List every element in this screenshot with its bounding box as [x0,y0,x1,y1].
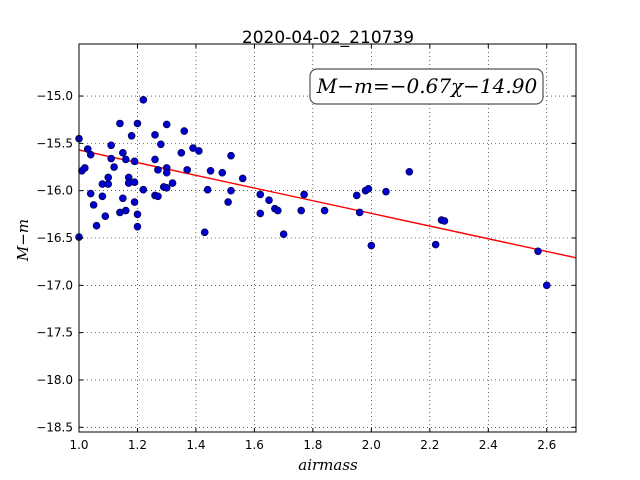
x-tick-label: 1.6 [245,438,264,452]
fit-line-group [78,149,577,259]
y-tick-label: −18.5 [36,420,73,434]
data-point [154,166,162,174]
data-point [104,173,113,182]
data-point [162,184,171,192]
data-point [107,154,115,163]
data-point [367,241,376,250]
data-point [352,191,361,200]
data-point [104,180,113,188]
data-point [177,149,186,157]
fit-line [78,149,577,259]
y-tick-label: −16.5 [36,231,73,245]
data-point [89,201,98,209]
x-tick-label: 1.4 [186,438,205,452]
x-tick-label: 1.8 [303,438,322,452]
data-point [154,192,162,201]
data-point [139,185,148,194]
data-point [279,230,288,239]
data-point [119,149,127,157]
data-point [227,151,235,160]
data-point [256,209,265,218]
data-point [162,168,171,177]
data-point [151,155,159,164]
data-point [168,179,177,187]
x-tick-label: 2.6 [537,438,556,452]
x-axis-label: airmass [298,456,358,474]
fit-equation: M−m=−0.67χ−14.90 [316,74,538,98]
data-point [116,119,124,128]
data-point [218,168,227,177]
data-point [133,119,142,128]
chart-title: 2020-04-02_210739 [242,28,414,48]
data-point [200,228,209,237]
data-point [127,131,136,140]
data-point [157,140,165,149]
data-point [206,167,215,175]
y-axis-label: M−m [14,219,32,262]
data-point [121,155,130,164]
data-point [440,217,449,225]
data-point [107,141,115,150]
data-point [98,192,107,201]
y-tick-label: −15.0 [36,89,73,103]
data-point [273,206,282,215]
data-point [224,198,232,206]
data-points [75,96,551,290]
data-point [195,147,203,155]
x-tick-label: 2.2 [420,438,439,452]
data-point [180,127,189,135]
data-point [364,184,373,193]
data-point [81,164,89,172]
data-point [86,189,95,198]
data-point [542,281,551,290]
data-point [86,150,95,159]
data-point [183,166,191,174]
ticks: 1.0 1.2 1.4 1.6 1.8 2.0 2.2 2.4 2.6 −15.0 −15.5 −16… [36,44,576,452]
data-point [431,240,440,249]
data-point [203,185,212,194]
data-point [238,174,247,183]
data-point [297,206,305,215]
data-point [133,210,142,219]
x-tick-label: 1.2 [128,438,147,452]
data-point [133,222,142,231]
data-point [355,208,364,217]
data-point [320,206,329,215]
data-point [227,186,235,195]
data-point [162,120,171,129]
data-point [130,157,139,166]
y-tick-label: −16.0 [36,184,73,198]
data-point [534,247,542,256]
fit-equation-box: M−m=−0.67χ−14.90 [309,68,544,105]
x-tick-label: 2.4 [479,438,498,452]
y-tick-label: −15.5 [36,136,73,150]
data-point [121,206,130,215]
x-tick-label: 1.0 [69,438,88,452]
data-point [382,187,390,196]
data-point [405,167,414,176]
data-point [110,163,118,171]
y-tick-label: −17.0 [36,278,73,292]
x-tick-label: 2.0 [362,438,381,452]
data-point [101,212,110,221]
data-point [151,131,159,139]
data-point [300,190,308,199]
data-point [92,221,101,230]
data-point [130,178,139,186]
data-point [265,196,273,204]
y-tick-label: −17.5 [36,326,73,340]
data-point [256,190,265,199]
equation-box-frame [309,68,544,105]
y-tick-label: −18.0 [36,373,73,387]
data-point [139,96,148,104]
data-point [119,194,127,203]
data-point [130,198,139,206]
